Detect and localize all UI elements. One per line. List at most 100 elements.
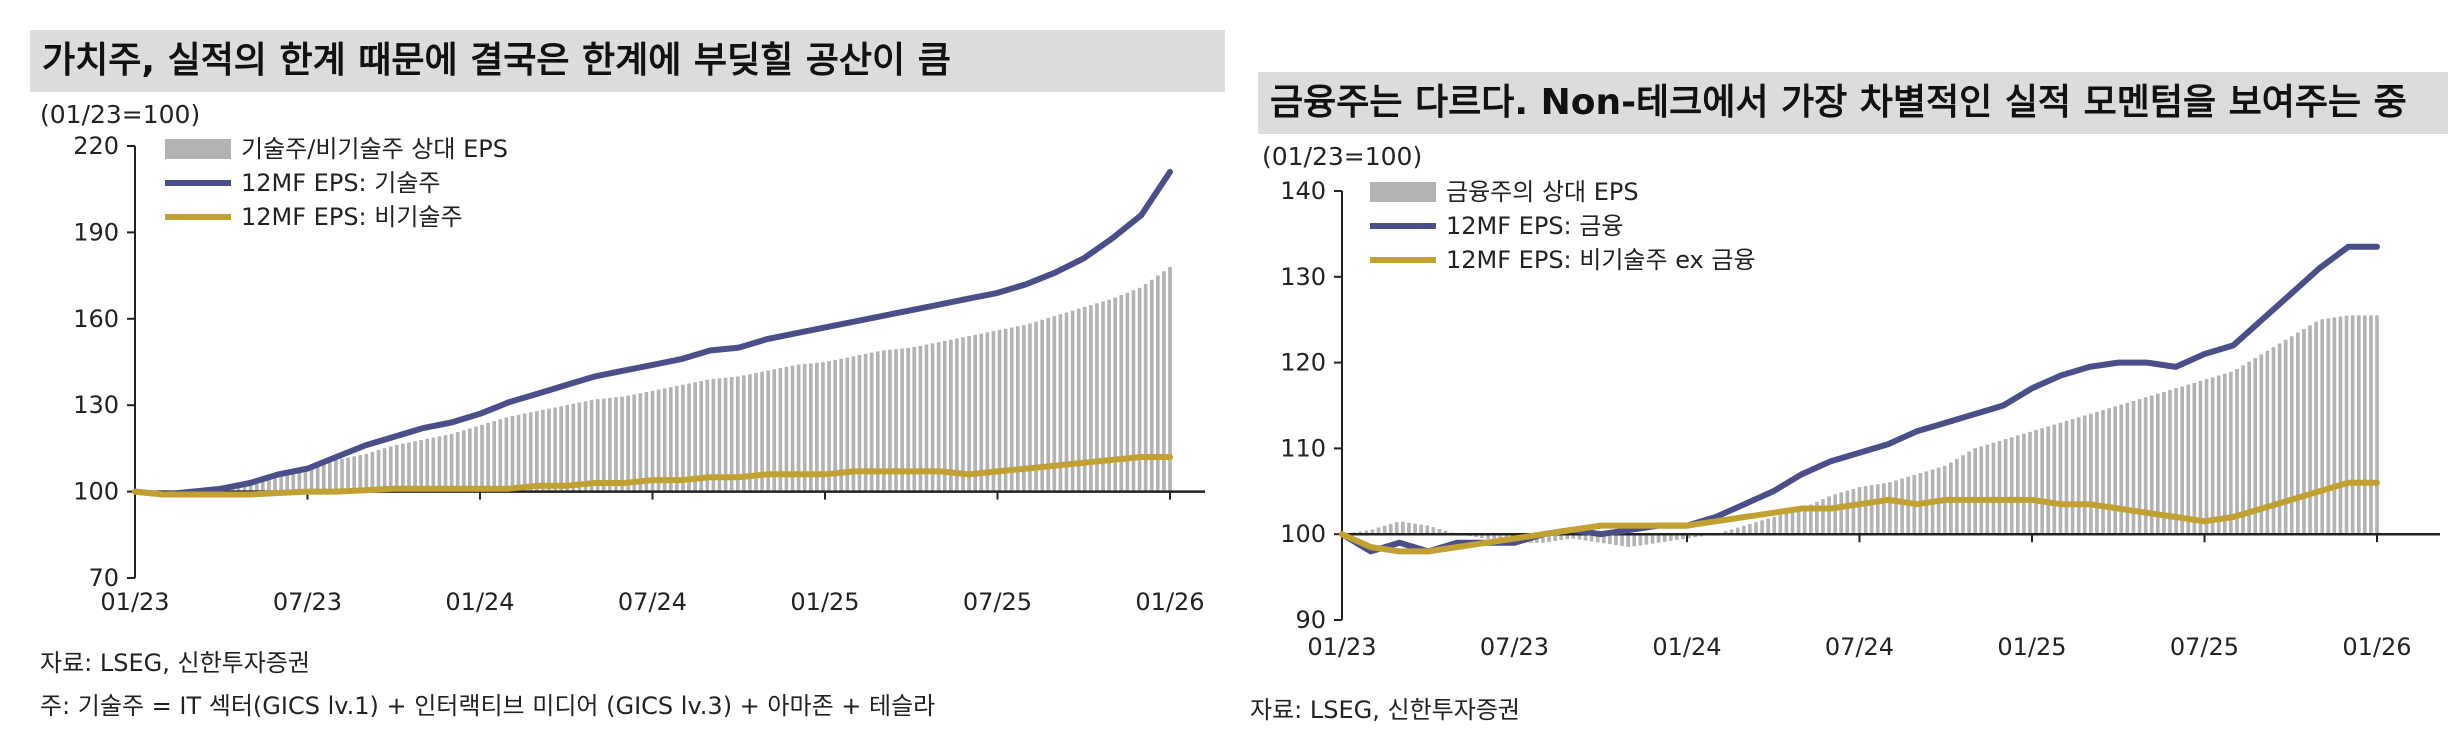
right-relative-bar [2204, 379, 2209, 535]
right-relative-bar [1401, 521, 1405, 535]
left-relative-bar [1162, 271, 1166, 492]
right-relative-bar [1863, 486, 1868, 535]
left-relative-bar [1143, 284, 1148, 492]
right-relative-bar [1967, 451, 1971, 535]
right-relative-bar [1407, 522, 1411, 535]
left-x-tick-label: 07/25 [963, 588, 1032, 616]
left-relative-bar [1015, 326, 1020, 492]
left-relative-bar [1113, 297, 1118, 492]
left-chart: 70 100 130 160 190 220 01/23 07/23 01/24 07/24 01/… [73, 132, 1205, 616]
right-relative-bar [1644, 534, 1649, 545]
right-relative-bar [1662, 534, 1667, 542]
right-relative-bar [1626, 534, 1630, 547]
left-relative-bar [425, 438, 430, 492]
right-relative-bar [1815, 501, 1819, 535]
right-relative-bar [2375, 315, 2379, 535]
left-relative-bar [741, 375, 746, 492]
right-relative-bar [1729, 529, 1734, 535]
left-relative-bar [547, 408, 551, 492]
right-relative-bar [2028, 431, 2032, 535]
right-relative-bar [2162, 391, 2166, 535]
left-relative-bar [772, 369, 777, 492]
right-relative-bar [1394, 522, 1399, 535]
left-relative-bar [340, 458, 344, 492]
left-relative-bar [1101, 301, 1105, 492]
left-relative-bar [297, 470, 302, 492]
right-relative-bar [1583, 534, 1588, 541]
left-relative-bar [1034, 321, 1038, 492]
right-relative-bar [1754, 522, 1758, 535]
right-relative-bar [1608, 534, 1612, 545]
left-relative-bar [1119, 295, 1124, 492]
right-relative-bar [1559, 534, 1564, 541]
right-relative-bar [2338, 316, 2343, 535]
right-relative-bar [1808, 504, 1813, 535]
left-relative-bar [1028, 323, 1032, 492]
right-relative-bar [2192, 382, 2197, 535]
left-relative-bar [370, 451, 375, 492]
right-legend-label: 금융주의 상대 EPS [1446, 178, 1639, 206]
right-x-tick-label: 07/24 [1825, 633, 1894, 661]
right-relative-bar [1571, 534, 1576, 539]
right-relative-bar [1821, 499, 1825, 535]
left-relative-bar [632, 394, 637, 492]
right-relative-bar [1735, 527, 1740, 535]
left-relative-bar [352, 456, 357, 492]
left-relative-bar [455, 432, 460, 492]
left-y-unit: (01/23=100) [40, 100, 201, 129]
right-relative-bar [1595, 534, 1600, 543]
right-relative-bar [2095, 411, 2099, 535]
left-relative-bar [583, 401, 588, 492]
left-relative-bar [985, 332, 990, 492]
left-relative-bar [790, 365, 795, 492]
left-y-tick-label: 70 [88, 564, 119, 592]
left-relative-bar [541, 409, 545, 492]
right-relative-bar [2332, 317, 2337, 535]
right-relative-bar [2308, 325, 2312, 535]
right-relative-bar [2320, 319, 2325, 535]
left-relative-bar [675, 385, 679, 492]
left-relative-bar [936, 342, 941, 492]
left-relative-bar [261, 477, 265, 492]
right-relative-bar [2034, 430, 2038, 535]
left-relative-bar [407, 442, 411, 492]
right-relative-bar [2302, 328, 2306, 535]
left-relative-bar [498, 419, 503, 492]
right-y-tick-label: 100 [1280, 520, 1326, 548]
right-relative-bar [2210, 377, 2215, 535]
right-relative-bar [1541, 534, 1545, 543]
right-relative-bar [2289, 336, 2294, 535]
left-relative-bar [608, 397, 612, 492]
right-relative-bar [2131, 400, 2136, 535]
left-relative-bar [808, 363, 813, 492]
right-relative-bar [2168, 390, 2172, 535]
right-relative-bar [1413, 523, 1417, 535]
right-legend-swatch-bar [1370, 182, 1436, 202]
right-relative-bar [2259, 354, 2264, 535]
left-relative-bar [1089, 305, 1093, 492]
left-relative-bar [419, 440, 423, 492]
right-relative-bar [2296, 332, 2300, 535]
left-relative-bar [291, 471, 296, 492]
right-legend-label: 12MF EPS: 금융 [1446, 212, 1623, 240]
left-relative-bar [857, 355, 862, 492]
right-relative-bar [2143, 397, 2148, 535]
right-relative-bar [2344, 315, 2349, 535]
left-relative-bar [1022, 325, 1026, 492]
left-relative-bar [662, 388, 667, 492]
left-relative-bar [589, 400, 594, 492]
right-relative-bar [2362, 315, 2367, 535]
right-relative-bar [1778, 514, 1783, 535]
right-relative-bar [1900, 478, 1904, 535]
left-relative-bar [510, 415, 515, 492]
right-relative-bar [1376, 527, 1381, 535]
left-relative-bar [571, 403, 576, 492]
right-x-tick-label: 01/24 [1652, 633, 1721, 661]
right-y-tick-label: 90 [1295, 606, 1326, 634]
left-relative-bar [1058, 314, 1063, 492]
right-relative-bar [1875, 484, 1880, 535]
right-relative-bar [1589, 534, 1594, 542]
left-relative-bar [273, 475, 277, 492]
left-relative-bar [924, 344, 929, 492]
left-relative-bar [474, 426, 478, 492]
